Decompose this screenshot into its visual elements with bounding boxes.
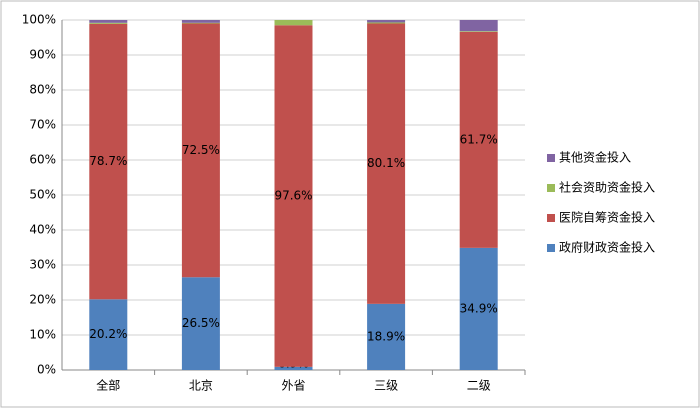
data-label: 18.9% [367,329,405,343]
data-label: 80.1% [367,156,405,170]
bar-segment [181,22,220,24]
legend-label: 其他资金投入 [559,150,631,165]
data-label: 97.6% [274,189,312,203]
bar-segment [274,366,313,370]
bar-segment [89,23,128,300]
y-tick-label: 20% [29,293,56,307]
bar-segment [181,277,220,370]
x-tick-label: 三级 [374,379,398,393]
bar-segment [181,20,220,23]
legend-swatch [547,244,555,252]
data-label: 26.5% [182,316,220,330]
legend-swatch [547,154,555,162]
bar-segment [459,31,498,248]
y-tick-label: 100% [22,13,56,27]
bar-segment [367,22,406,24]
legend-swatch [547,184,555,192]
legend-label: 社会资助资金投入 [559,180,655,195]
bar-segment [274,20,313,26]
bar-segment [367,23,406,304]
y-tick-label: 10% [29,328,56,342]
x-tick-label: 全部 [96,378,120,393]
x-tick-label: 二级 [467,379,491,393]
data-label: 20.2% [89,327,127,341]
y-tick-label: 60% [29,153,56,167]
bar-segment [367,20,406,23]
data-label: 78.7% [89,154,127,168]
y-tick-label: 30% [29,258,56,272]
y-tick-label: 90% [29,48,56,62]
bar-segment [274,25,313,367]
bar-segment [89,299,128,370]
legend-swatch [547,214,555,222]
bar-segment [89,22,128,24]
bar-segment [459,31,498,32]
legend-label: 医院自筹资金投入 [559,210,655,225]
y-tick-label: 40% [29,223,56,237]
data-label: 61.7% [460,132,498,146]
bar-segment [181,23,220,278]
y-tick-label: 80% [29,83,56,97]
y-tick-label: 0% [37,363,56,377]
y-tick-label: 70% [29,118,56,132]
bar-segment [89,20,128,23]
data-label: 34.9% [460,301,498,315]
bar-segment [459,20,498,32]
x-tick-label: 北京 [189,379,213,393]
data-label: 72.5% [182,143,220,157]
x-tick-label: 外省 [281,379,305,393]
y-tick-label: 50% [29,188,56,202]
bar-segment [459,247,498,370]
legend-label: 政府财政资金投入 [559,240,655,255]
bar-segment [367,303,406,370]
